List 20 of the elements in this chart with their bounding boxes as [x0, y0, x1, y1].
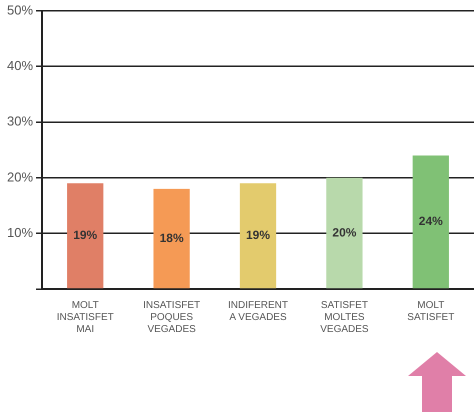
x-tick-label: SATISFET MOLTES VEGADES	[320, 300, 369, 335]
data-label: 19%	[73, 228, 98, 242]
bar	[240, 183, 276, 288]
bar	[412, 155, 449, 288]
y-tick-label: 50%	[6, 2, 34, 18]
y-tick-label: 10%	[6, 224, 34, 240]
bar	[153, 188, 190, 288]
x-tick-label: MOLT INSATISFET MAI	[56, 300, 114, 335]
x-tick-label: INSATISFET POQUES VEGADES	[143, 300, 200, 335]
data-label: 19%	[246, 228, 270, 242]
bar	[326, 178, 363, 288]
data-label: 20%	[332, 225, 357, 240]
y-tick-label: 20%	[6, 169, 34, 184]
bar	[67, 183, 104, 288]
y-tick-label: 40%	[6, 58, 34, 74]
y-tick-label: 30%	[6, 114, 34, 129]
data-label: 24%	[418, 214, 444, 228]
x-tick-label: MOLT SATISFET	[407, 300, 454, 323]
x-tick-label: INDIFERENT A VEGADES	[228, 300, 288, 323]
data-label: 18%	[160, 230, 184, 245]
